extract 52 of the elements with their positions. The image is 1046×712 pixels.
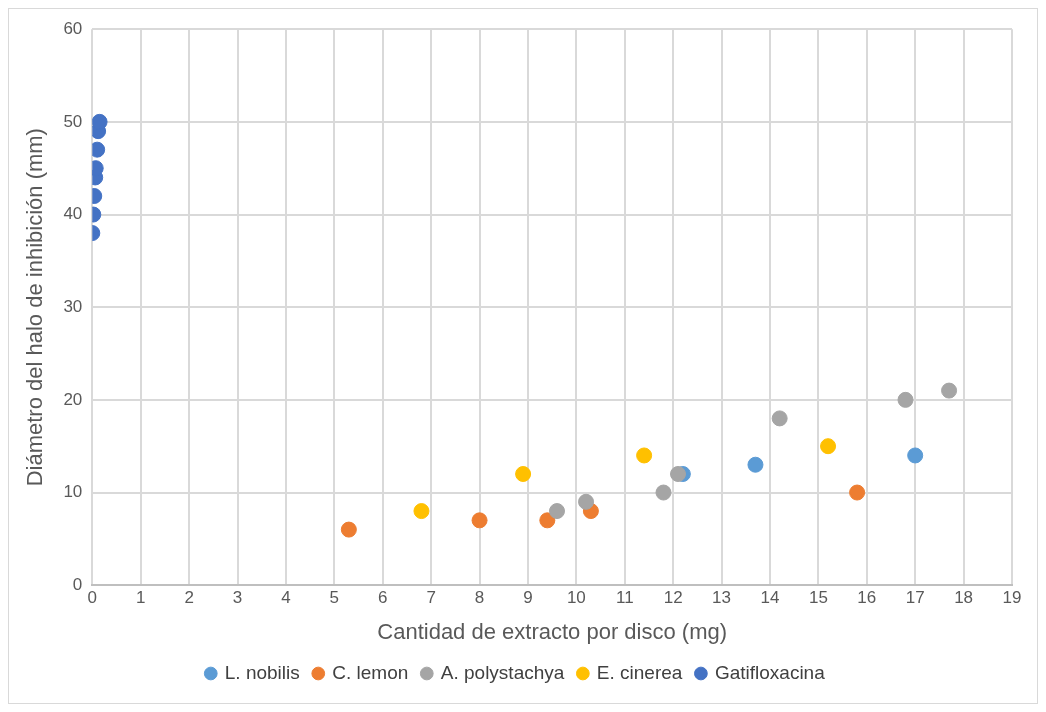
point (92, 141, 106, 158)
y-tick-label: 20 (63, 389, 83, 409)
x-tick-label: 10 (566, 588, 586, 608)
point (549, 503, 565, 520)
x-tick-label: 18 (954, 588, 974, 608)
point (471, 512, 488, 529)
x-tick-label: 7 (426, 588, 436, 608)
x-tick-label: 17 (905, 588, 925, 608)
point (636, 447, 653, 464)
x-tick-label: 16 (857, 588, 877, 608)
legend-label: L. nobilis (224, 661, 300, 683)
point (941, 382, 958, 399)
point (670, 466, 687, 482)
x-tick-label: 6 (378, 588, 388, 608)
x-tick-label: 3 (232, 588, 243, 608)
y-tick-label: 10 (63, 482, 83, 502)
point (771, 410, 788, 427)
legend-label: E. cinerea (596, 661, 683, 683)
point (578, 493, 595, 510)
x-axis-title: Cantidad de extracto por disco (mg) (377, 618, 728, 644)
x-tick-label: 0 (87, 588, 98, 608)
x-tick-label: 12 (663, 588, 683, 608)
y-tick-label: 50 (63, 111, 83, 131)
x-tick-label: 19 (1002, 588, 1022, 608)
point (340, 521, 357, 538)
point (747, 456, 764, 473)
legend-label: Gatifloxacina (714, 661, 826, 683)
y-tick-label: 30 (63, 296, 83, 316)
point (539, 512, 556, 529)
point (413, 503, 430, 520)
x-tick-label: 14 (760, 588, 780, 608)
x-tick-label: 15 (808, 588, 828, 608)
point (820, 438, 837, 455)
point (897, 391, 914, 408)
point (907, 447, 924, 464)
x-tick-label: 1 (135, 588, 146, 608)
x-tick-label: 8 (474, 588, 485, 608)
x-tick-label: 9 (523, 588, 533, 608)
legend-label: C. lemon (332, 661, 409, 683)
x-tick-label: 2 (184, 588, 194, 608)
x-tick-label: 4 (281, 588, 291, 608)
point (515, 466, 532, 482)
x-tick-label: 13 (712, 588, 732, 608)
legend-label: A. polystachya (440, 661, 565, 683)
y-axis-title: Diámetro del halo de inhibición (mm) (22, 128, 48, 487)
x-tick-label: 11 (615, 588, 634, 608)
point (849, 484, 866, 501)
point (655, 484, 672, 501)
y-tick-label: 40 (63, 204, 83, 224)
y-tick-label: 60 (63, 18, 83, 38)
y-tick-label: 0 (72, 574, 83, 594)
x-tick-label: 5 (329, 588, 340, 608)
